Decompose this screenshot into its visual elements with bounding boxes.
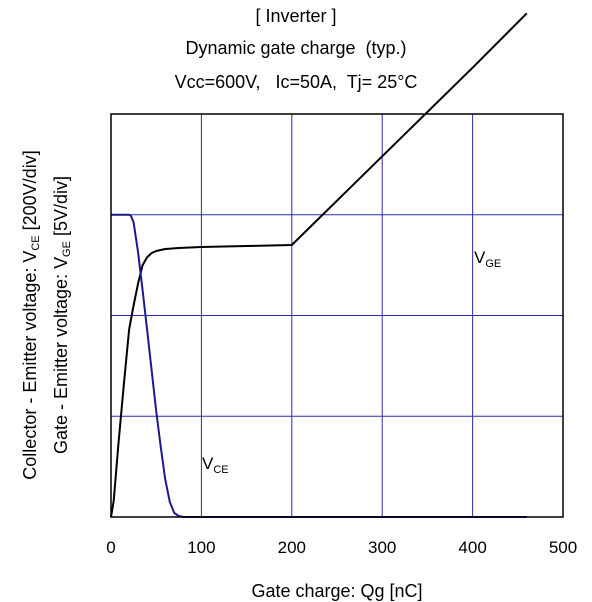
x-tick-label: 0: [106, 538, 115, 557]
x-axis-label: Gate charge: Qg [nC]: [251, 581, 422, 601]
plot-frame: [110, 113, 564, 518]
vce-curve: [111, 213, 527, 518]
vge-curve: [110, 12, 528, 518]
x-tick-label: 500: [549, 538, 577, 557]
chart-subtitle: Dynamic gate charge (typ.): [185, 38, 407, 58]
y-axis-label-inner: Gate - Emitter voltage: VGE [5V/div]: [51, 176, 73, 454]
x-tick-label: 200: [278, 538, 306, 557]
x-tick-label: 400: [458, 538, 486, 557]
chart-conditions: Vcc=600V, Ic=50A, Tj= 25°C: [174, 72, 418, 92]
chart-title: [ Inverter ]: [255, 6, 337, 26]
x-tick-label: 300: [368, 538, 396, 557]
vce-series-label: VCE: [202, 454, 229, 476]
x-tick-label: 100: [187, 538, 215, 557]
vge-series-label: VGE: [474, 248, 501, 270]
y-axis-label-outer: Collector - Emitter voltage: VCE [200V/d…: [20, 150, 42, 479]
